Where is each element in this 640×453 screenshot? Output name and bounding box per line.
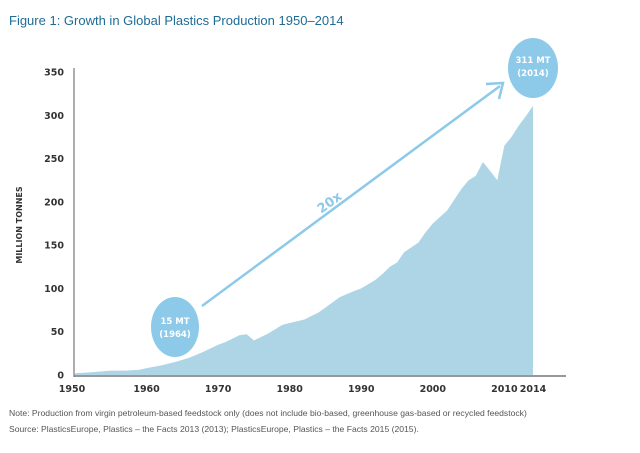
arrow-head-icon: [485, 81, 505, 100]
growth-arrow-line: [201, 84, 501, 308]
annotation-1964-circle: [151, 297, 199, 357]
y-tick-label: 200: [44, 197, 64, 208]
y-tick-label: 100: [44, 284, 64, 295]
y-tick-label: 0: [57, 371, 64, 382]
x-tick-label: 1970: [205, 384, 232, 395]
x-tick-label: 1960: [133, 384, 160, 395]
annotation-2014-year: (2014): [517, 69, 549, 79]
annotation-1964-year: (1964): [159, 330, 191, 340]
annotation-2014-value: 311 MT: [516, 56, 551, 66]
annotation-1964-value: 15 MT: [160, 317, 189, 327]
y-tick-label: 150: [44, 241, 64, 252]
y-tick-label: 250: [44, 154, 64, 165]
production-area: [75, 105, 533, 376]
chart-title: Figure 1: Growth in Global Plastics Prod…: [9, 13, 344, 28]
annotation-2014-circle: [508, 38, 558, 98]
x-tick-label: 2000: [420, 384, 447, 395]
y-tick-label: 50: [51, 327, 65, 338]
x-tick-label: 1950: [59, 384, 86, 395]
x-tick-label: 2014: [520, 384, 547, 395]
footer-note: Note: Production from virgin petroleum-b…: [9, 408, 527, 418]
y-axis-label: MILLION TONNES: [15, 186, 24, 264]
y-tick-label: 350: [44, 68, 64, 79]
x-tick-label: 2010: [491, 384, 518, 395]
y-tick-label: 300: [44, 111, 64, 122]
x-tick-label: 1980: [276, 384, 303, 395]
x-tick-label: 1990: [348, 384, 375, 395]
footer-source: Source: PlasticsEurope, Plastics – the F…: [9, 424, 419, 434]
chart-svg: MILLION TONNES 0 50 100 150 200 250 300 350 1950…: [15, 38, 566, 395]
